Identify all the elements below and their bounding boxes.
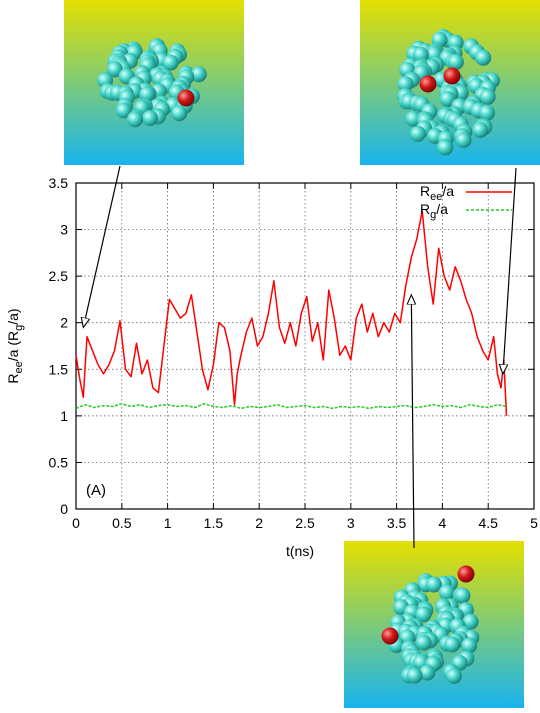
y-tick-label: 3 [60,222,68,238]
x-axis-label: t(ns) [286,543,314,559]
snapshot-bottom [344,541,524,708]
x-tick-label: 1 [164,515,172,531]
polymer-bead [190,66,207,83]
polymer-bead [455,132,472,148]
ylabel-tail: /a) [5,308,21,324]
polymer-bead [479,88,496,105]
polymer-bead [412,46,429,63]
x-tick-label: 4.5 [478,515,498,531]
x-tick-label: 2.5 [295,515,315,531]
legend-rg-sub: g [430,209,436,221]
polymer-bead [461,637,478,654]
y-tick-label: 2.5 [49,268,69,284]
polymer-bead [447,54,464,70]
chain-end-bead [443,67,461,85]
polymer-cluster-bottom [381,565,480,684]
chain-end-bead [419,75,437,93]
polymer-bead [409,125,426,142]
grid [76,183,534,509]
polymer-bead [454,587,471,604]
x-tick-label: 2 [255,515,263,531]
polymer-bead [462,613,479,630]
y-axis-label: Ree/a (Rg/a) [5,308,25,383]
x-tick-label: 3.5 [387,515,407,531]
polymer-bead [127,111,143,128]
polymer-bead [419,664,436,681]
polymer-cluster-top-right [397,29,500,156]
polymer-bead [439,91,456,107]
series-line-ree [75,210,508,416]
polymer-bead [139,86,156,103]
ylabel-sub1: ee [13,361,25,373]
x-tick-label: 0 [72,515,80,531]
polymer-bead [475,49,492,66]
legend-label-ree: Ree/a [420,183,454,203]
x-tick-label: 1.5 [204,515,224,531]
panel-label: (A) [86,482,106,499]
arrow-bottom [411,295,414,549]
legend-ree-tail: /a [442,183,454,199]
y-tick-label: 2 [60,315,68,331]
polymer-bead [171,105,188,122]
x-tick-label: 4 [439,515,447,531]
x-tick-label: 5 [530,515,538,531]
legend-label-rg: Rg/a [420,201,448,221]
polymer-bead [142,110,158,126]
snapshot-top-right [360,0,540,165]
plot-area: 0 0.5 1 1.5 2 2.5 3 3.5 4 4.5 5 0 0.5 1 1.5 2 2.5 3 3.5 (A… [5,175,538,559]
y-tick-label: 1 [60,408,68,424]
y-tick-label: 0.5 [49,454,69,470]
legend-ree-sub: ee [430,191,442,203]
polymer-bead [405,110,422,127]
chain-end-bead [457,565,475,583]
polymer-bead [472,122,489,138]
ylabel-mid: /a (R [5,331,21,361]
polymer-bead [437,139,454,156]
plot-frame [75,182,535,510]
polymer-bead [106,61,123,78]
series-layer [75,210,508,416]
polymer-bead [479,104,495,121]
ylabel-sub2: g [13,325,25,331]
y-tick-label: 0 [60,501,68,517]
arrow-top-right [503,167,517,374]
axis-ticks: 0 0.5 1 1.5 2 2.5 3 3.5 4 4.5 5 0 0.5 1 1.5 2 2.5 3 3.5 [49,175,539,531]
x-tick-label: 0.5 [112,515,132,531]
legend: Ree/a Rg/a [420,183,512,221]
y-tick-label: 1.5 [49,361,69,377]
snapshot-top-left [64,0,244,165]
arrow-top-left [83,165,121,327]
legend-ree-main: R [420,183,430,199]
polymer-bead [415,606,432,623]
series-line-rg [75,402,507,410]
legend-rg-tail: /a [436,201,448,217]
polymer-bead [444,636,461,653]
chain-end-bead [177,89,195,107]
legend-rg-main: R [420,201,430,217]
ylabel-main: R [5,373,21,383]
polymer-bead [162,54,179,71]
y-tick-label: 3.5 [49,175,69,191]
polymer-bead [397,76,414,92]
polymer-bead [415,634,432,651]
polymer-bead [426,576,442,593]
polymer-cluster-top-left [97,38,207,128]
polymer-bead [115,102,132,119]
polymer-bead [438,584,455,601]
polymer-bead [445,667,462,684]
polymer-bead [406,667,423,684]
chain-end-bead [381,627,399,645]
x-tick-label: 3 [347,515,355,531]
pointer-arrows [83,165,517,549]
